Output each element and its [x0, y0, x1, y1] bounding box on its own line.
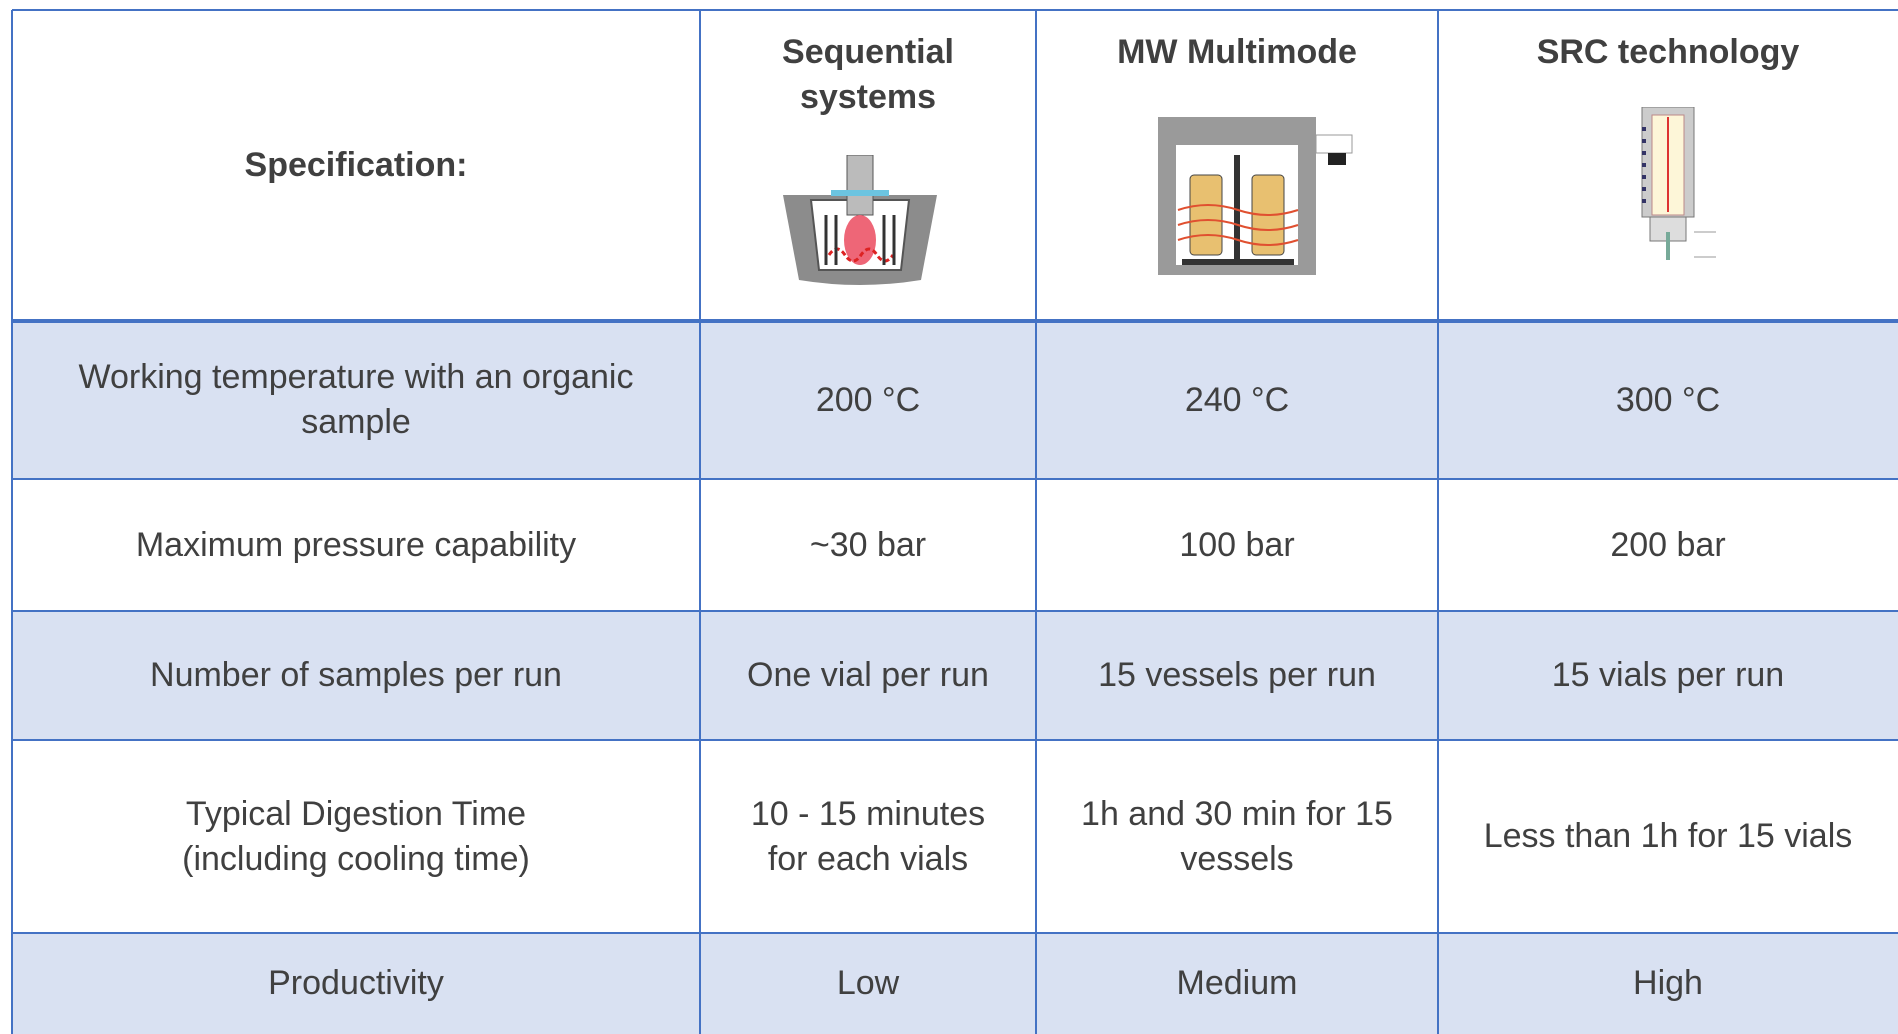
table-cell: High: [1438, 933, 1898, 1034]
cell-text: Less than 1h for 15 vials: [1484, 814, 1853, 859]
table-cell: ~30 bar: [700, 479, 1036, 611]
cell-text: Low: [837, 961, 899, 1006]
cell-text: SRC technology: [1537, 30, 1800, 75]
table-cell: 15 vessels per run: [1036, 611, 1438, 740]
row-border: [12, 478, 1898, 480]
cell-text: Medium: [1177, 961, 1298, 1006]
cell-text: Maximum pressure capability: [136, 523, 576, 568]
table-cell: 240 °C: [1036, 321, 1438, 479]
cell-text: sample: [301, 400, 411, 445]
column-border: [1035, 10, 1037, 1034]
row-border: [12, 932, 1898, 934]
column-border: [1437, 10, 1439, 1034]
table-cell: Number of samples per run: [12, 611, 700, 740]
table-cell: Low: [700, 933, 1036, 1034]
cell-text: Number of samples per run: [150, 653, 562, 698]
cell-text: 15 vessels per run: [1098, 653, 1376, 698]
cell-text: 15 vials per run: [1552, 653, 1784, 698]
cell-text: 200 bar: [1610, 523, 1725, 568]
header-cell: Specification:: [12, 10, 700, 321]
cell-text: One vial per run: [747, 653, 989, 698]
cell-text: Sequential: [782, 30, 954, 75]
cell-text: 100 bar: [1179, 523, 1294, 568]
table-cell: 15 vials per run: [1438, 611, 1898, 740]
table-page: Specification: Sequentialsystems MW Multim…: [0, 0, 1898, 1034]
table-cell: 100 bar: [1036, 479, 1438, 611]
cell-text: Specification:: [245, 143, 468, 188]
column-border: [11, 10, 13, 1034]
table-cell: Less than 1h for 15 vials: [1438, 740, 1898, 933]
cell-text: Productivity: [268, 961, 444, 1006]
cell-text: systems: [800, 75, 936, 120]
table-cell: Productivity: [12, 933, 700, 1034]
cell-text: Working temperature with an organic: [79, 355, 634, 400]
table-cell: 300 °C: [1438, 321, 1898, 479]
cell-text: 1h and 30 min for 15: [1081, 792, 1393, 837]
cell-text: 200 °C: [816, 378, 920, 423]
row-border: [12, 9, 1898, 11]
table-cell: Medium: [1036, 933, 1438, 1034]
table-cell: Maximum pressure capability: [12, 479, 700, 611]
cell-text: 300 °C: [1616, 378, 1720, 423]
cell-text: 10 - 15 minutes: [751, 792, 985, 837]
cell-text: MW Multimode: [1117, 30, 1357, 75]
table-cell: 200 °C: [700, 321, 1036, 479]
table-cell: Typical Digestion Time(including cooling…: [12, 740, 700, 933]
cell-text: for each vials: [768, 837, 968, 882]
row-border: [12, 319, 1898, 323]
table-cell: 200 bar: [1438, 479, 1898, 611]
row-border: [12, 610, 1898, 612]
cell-text: ~30 bar: [810, 523, 926, 568]
cell-text: (including cooling time): [182, 837, 530, 882]
table-cell: One vial per run: [700, 611, 1036, 740]
row-border: [12, 739, 1898, 741]
illustration: [781, 155, 939, 287]
cell-text: High: [1633, 961, 1703, 1006]
cell-text: vessels: [1180, 837, 1293, 882]
cell-text: 240 °C: [1185, 378, 1289, 423]
illustration: [1640, 107, 1716, 261]
cell-text: Typical Digestion Time: [186, 792, 526, 837]
column-border: [699, 10, 701, 1034]
illustration: [1158, 115, 1354, 277]
